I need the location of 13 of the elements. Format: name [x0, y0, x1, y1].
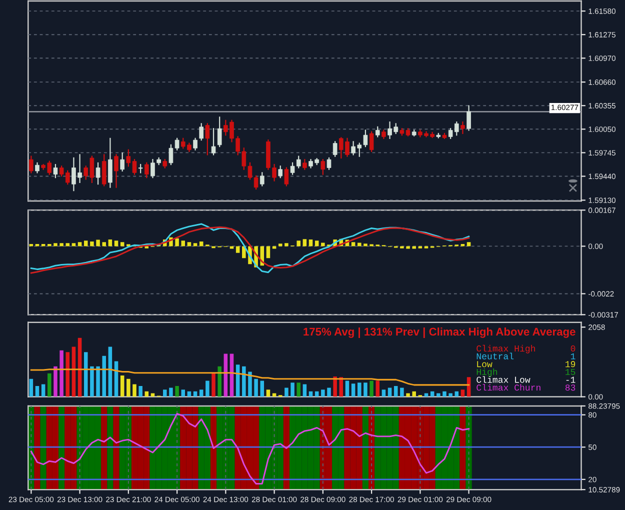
annotation: 175% Avg | 131% Prev | Climax High Above Average: [304, 327, 576, 338]
annotation: 15: [566, 368, 576, 376]
annotation: 83: [565, 384, 576, 391]
annotation: Low: [477, 361, 492, 368]
annotation: Climax Churn: [476, 384, 540, 391]
annotation: -1: [566, 376, 576, 383]
annotation: Climax High: [476, 344, 535, 354]
annotation: 19: [566, 361, 576, 368]
annotation: 1: [570, 353, 576, 360]
annotation: High: [476, 368, 498, 377]
annotation: Climax Low: [476, 376, 530, 383]
annotation: Neutral: [476, 352, 514, 360]
annotation: 0: [570, 345, 576, 352]
